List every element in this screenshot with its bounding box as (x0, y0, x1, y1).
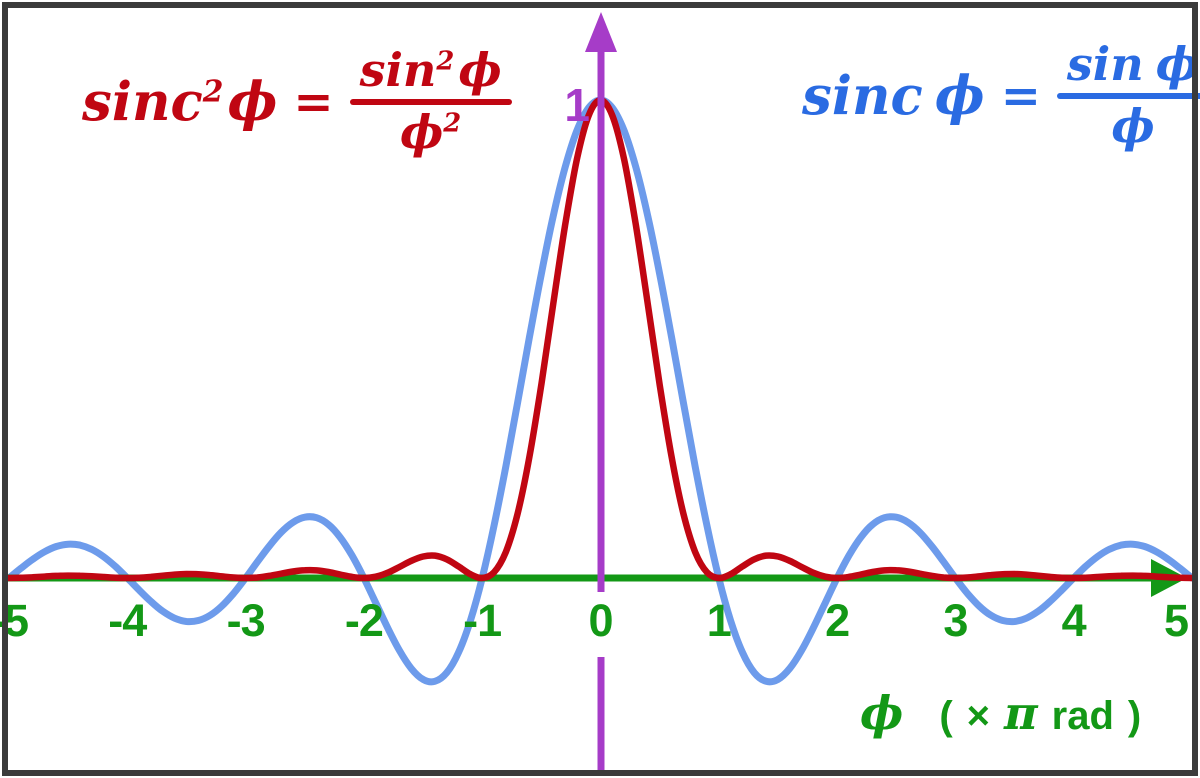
formula-sinc-squared: sinc2ϕ = sin2ϕ ϕ2 (82, 43, 512, 159)
equals-sign: = (1000, 67, 1041, 124)
y-axis-arrowhead-icon (585, 12, 617, 52)
fraction-bar (349, 98, 512, 105)
formula-sinc: sinc ϕ = sin ϕ ϕ (802, 37, 1200, 153)
formula-sinc-squared-lhs: sinc2ϕ (82, 70, 278, 133)
fraction-denominator: ϕ (1111, 98, 1155, 153)
x-axis-label: ϕ ( × π rad ) (860, 686, 1141, 740)
fraction-numerator: sin ϕ (1066, 37, 1200, 91)
fraction-bar (1056, 92, 1200, 99)
equals-sign: = (293, 73, 334, 130)
open-paren: ( (939, 694, 953, 738)
times-symbol: × (966, 694, 990, 738)
close-paren: ) (1127, 694, 1142, 738)
y-axis-peak-label: 1 (564, 79, 590, 131)
phi-symbol: ϕ (860, 686, 904, 740)
unit-rad: rad (1051, 694, 1114, 738)
formula-sinc-fraction: sin ϕ ϕ (1056, 37, 1200, 153)
fraction-denominator: ϕ2 (399, 104, 462, 159)
formula-sinc-squared-fraction: sin2ϕ ϕ2 (349, 43, 512, 159)
pi-symbol: π (1004, 686, 1038, 740)
formula-sinc-lhs: sinc ϕ (802, 64, 985, 127)
fraction-numerator: sin2ϕ (359, 43, 502, 97)
